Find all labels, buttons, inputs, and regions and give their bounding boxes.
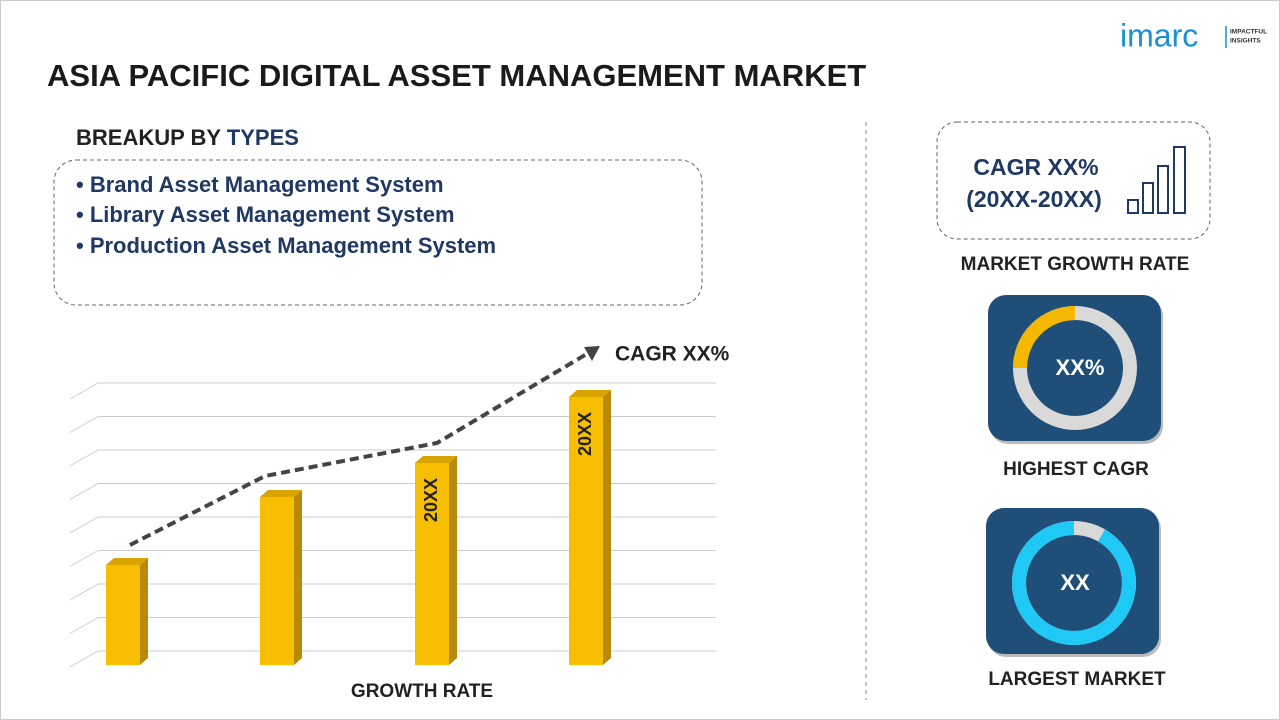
bars: [106, 390, 611, 665]
card-value: XX: [1060, 570, 1090, 595]
breakup-highlight: TYPES: [227, 125, 299, 150]
bar-side: [449, 456, 457, 665]
logo-brand: imarc: [1120, 17, 1198, 53]
grid-line: [69, 516, 99, 534]
bar-label: 20XX: [421, 478, 441, 522]
bar-top: [415, 456, 457, 463]
breakup-item: • Brand Asset Management System: [76, 172, 444, 197]
caption: MARKET GROWTH RATE: [961, 254, 1190, 275]
cagr-box: [936, 121, 1211, 240]
bar: [106, 565, 140, 665]
grid-line: [69, 449, 99, 467]
bar-top: [260, 490, 302, 497]
bar-top: [106, 558, 148, 565]
grid-line: [69, 617, 99, 634]
bar-top: [569, 390, 611, 397]
donut-segment: [1013, 306, 1076, 369]
breakup-item: • Production Asset Management System: [76, 233, 496, 258]
breakup-prefix: BREAKUP BY: [76, 125, 221, 150]
logo-tagline: INSIGHTS: [1230, 38, 1261, 45]
grid-line: [69, 483, 99, 500]
trend-label: CAGR XX%: [615, 343, 730, 366]
grid-line: [69, 416, 99, 433]
cagr-text: CAGR XX%: [973, 154, 1098, 180]
logo-tagline: IMPACTFUL: [1230, 29, 1267, 36]
caption: HIGHEST CAGR: [1003, 459, 1149, 480]
bar-side: [294, 490, 302, 665]
trend-line: [129, 350, 592, 547]
breakup-item: • Library Asset Management System: [76, 202, 455, 227]
card-value: XX%: [1056, 355, 1105, 380]
grid-line: [69, 583, 99, 601]
growth-icon: [1127, 146, 1186, 214]
axis-label: GROWTH RATE: [351, 681, 493, 702]
donut-segment: [1011, 521, 1136, 645]
breakup-box: [53, 159, 703, 306]
caption: LARGEST MARKET: [988, 669, 1166, 690]
bar-side: [603, 390, 611, 665]
grid-line: [69, 382, 99, 400]
breakup-heading: BREAKUP BY TYPES: [76, 125, 299, 150]
bar: [415, 463, 449, 665]
cagr-text: (20XX-20XX): [966, 186, 1102, 212]
chart-grid: [69, 382, 716, 668]
trend-arrow: [584, 346, 600, 361]
grid-line: [69, 550, 99, 567]
bar-label: 20XX: [575, 412, 595, 456]
grid-line: [69, 650, 99, 668]
bar: [569, 397, 603, 665]
title: ASIA PACIFIC DIGITAL ASSET MANAGEMENT MA…: [47, 58, 866, 93]
bar-side: [140, 558, 148, 665]
bar: [260, 497, 294, 665]
